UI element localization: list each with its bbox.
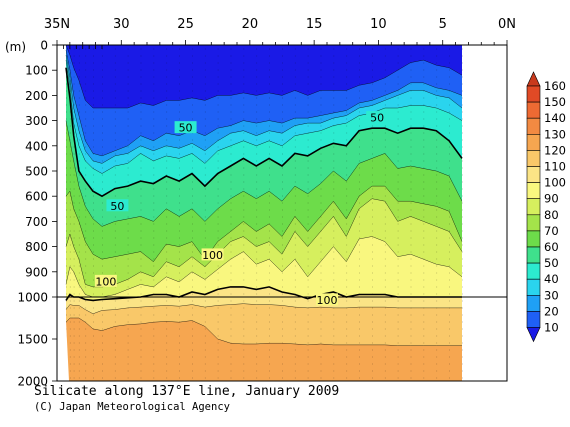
x-tick-label: 20 [242,17,259,32]
colorbar-tick-label: 160 [544,79,566,93]
y-tick-label: 2000 [17,375,48,389]
x-axis-top: 35N 30 25 20 15 10 5 0N [44,17,516,49]
contour-label: 50 [179,122,193,135]
colorbar-tick-label: 20 [544,304,559,318]
contour-line-10 [65,303,462,315]
colorbar-segment [526,117,541,135]
y-tick-label: 700 [25,215,48,229]
land-mask [57,301,69,381]
colorbar: 10 20 30 40 50 60 70 80 90 100 110 120 130 140 150 160 [526,71,566,343]
colorbar-segment [526,198,541,216]
contour-line-7 [65,198,463,288]
colorbar-tick-label: 40 [544,272,559,286]
contour-label-bg [94,274,117,287]
colorbar-segment [526,166,541,183]
colorbar-segment [526,311,541,328]
colorbar-segment [526,246,541,264]
y-tick-label: 600 [25,190,48,204]
colorbar-tick-label: 150 [544,95,566,109]
y-unit-label: (m) [5,40,26,54]
band-fill-0 [66,45,462,108]
y-tick-label: 100 [25,64,48,78]
colorbar-segment [526,294,541,312]
contour-label: 100 [202,249,223,262]
contour-line-1 [65,49,463,157]
colorbar-segment [526,230,541,248]
colorbar-segment [526,101,541,119]
colorbar-tick-label: 110 [544,160,566,174]
contour-line-2 [65,55,463,164]
contour-line-layer [65,44,463,346]
contour-line-0 [65,44,463,109]
colorbar-segment [526,262,541,280]
y-axis-left: (m) 0 100 200 300 400 500 600 700 800 900 1000 1500 2… [5,39,57,389]
contour-line-5 [65,120,463,227]
chart-title: Silicate along 137°E line, January 2009 [34,384,340,399]
colorbar-tick-label: 130 [544,127,566,141]
contour-line-6 [65,185,463,263]
colorbar-tick-label: 90 [544,192,559,206]
colorbar-top-arrow [526,71,541,87]
y-tick-label: 0 [40,39,48,53]
y-tick-label: 900 [25,265,48,279]
colorbar-segment [526,278,541,296]
colorbar-tick-label: 70 [544,224,559,238]
x-tick-label: 25 [177,17,194,32]
contour-label-bg [201,248,224,261]
contour-label-bg [106,199,129,212]
colorbar-tick-label: 30 [544,288,559,302]
contour-label-bg [174,121,197,134]
colorbar-tick-label: 140 [544,111,566,125]
colorbar-segment [526,85,541,103]
x-tick-label: 0N [498,17,516,32]
x-tick-label: 35N [44,17,70,32]
y-tick-label: 1000 [17,291,48,305]
contour-label: 100 [95,275,116,288]
plot-frame [56,44,508,382]
x-tick-label: 10 [370,17,387,32]
y-tick-label: 200 [25,89,48,103]
contour-label: 100 [317,294,338,307]
chart-credit: (C) Japan Meteorological Agency [34,401,230,413]
y-tick-label: 500 [25,165,48,179]
contour-fill-layer [66,45,462,381]
x-tick-label: 15 [306,17,323,32]
contour-line-3 [65,60,463,174]
colorbar-tick-label: 80 [544,208,559,222]
colorbar-tick-label: 60 [544,240,559,254]
colorbar-bottom-arrow [526,327,541,343]
colorbar-tick-label: 100 [544,176,566,190]
y-tick-label: 800 [25,240,48,254]
contour-label-bg [366,111,389,124]
y-tick-label: 300 [25,114,48,128]
contour-line-4 [65,67,463,198]
contour-line-9 [65,286,462,302]
x-tick-label: 5 [439,17,447,32]
colorbar-tick-label: 50 [544,256,559,270]
contour-line-11 [65,317,462,346]
y-tick-label: 1500 [17,333,48,347]
contour-label: 50 [370,112,384,125]
colorbar-tick-label: 10 [544,321,559,335]
colorbar-tick-label: 120 [544,143,566,157]
colorbar-segment [526,134,541,151]
y-tick-label: 400 [25,139,48,153]
x-tick-label: 30 [113,17,130,32]
colorbar-segment [526,182,541,200]
colorbar-segment [526,150,541,167]
contour-label-bg [316,293,338,306]
colorbar-segment [526,214,541,232]
contour-label: 50 [110,200,124,213]
contour-label-layer: 50 50 50 100 100 100 [94,111,389,307]
